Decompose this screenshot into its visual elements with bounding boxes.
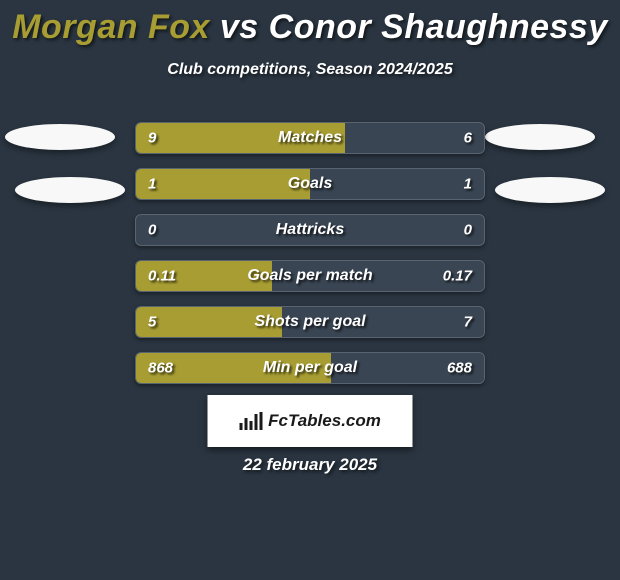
- attribution-logo: FcTables.com: [208, 395, 413, 447]
- stat-label: Shots per goal: [136, 313, 484, 331]
- stat-label: Matches: [136, 129, 484, 147]
- stat-value-right: 0.17: [443, 268, 472, 285]
- stat-row: 9Matches6: [135, 122, 485, 154]
- stat-label: Hattricks: [136, 221, 484, 239]
- subtitle: Club competitions, Season 2024/2025: [0, 61, 620, 79]
- stats-rows: 9Matches6 1Goals1 0Hattricks0 0.11Goals per…: [135, 122, 485, 398]
- stat-row: 868Min per goal688: [135, 352, 485, 384]
- stat-value-right: 7: [464, 314, 472, 331]
- stat-row: 0Hattricks0: [135, 214, 485, 246]
- title-player2: Conor Shaughnessy: [269, 8, 608, 46]
- stat-value-right: 6: [464, 130, 472, 147]
- stat-value-right: 688: [447, 360, 472, 377]
- stat-row: 1Goals1: [135, 168, 485, 200]
- title-player1: Morgan Fox: [12, 8, 210, 46]
- player-photo-oval: [495, 177, 605, 203]
- logo-text: FcTables.com: [268, 411, 381, 431]
- stat-row: 5Shots per goal7: [135, 306, 485, 338]
- player-photo-oval: [5, 124, 115, 150]
- barchart-icon: [239, 412, 262, 430]
- title: Morgan Fox vs Conor Shaughnessy: [0, 0, 620, 47]
- stat-label: Goals per match: [136, 267, 484, 285]
- stat-row: 0.11Goals per match0.17: [135, 260, 485, 292]
- stat-value-right: 0: [464, 222, 472, 239]
- title-vs: vs: [220, 8, 259, 46]
- stat-label: Min per goal: [136, 359, 484, 377]
- stat-value-right: 1: [464, 176, 472, 193]
- date: 22 february 2025: [0, 455, 620, 475]
- comparison-infographic: Morgan Fox vs Conor Shaughnessy Club com…: [0, 0, 620, 580]
- stat-label: Goals: [136, 175, 484, 193]
- player-photo-oval: [485, 124, 595, 150]
- player-photo-oval: [15, 177, 125, 203]
